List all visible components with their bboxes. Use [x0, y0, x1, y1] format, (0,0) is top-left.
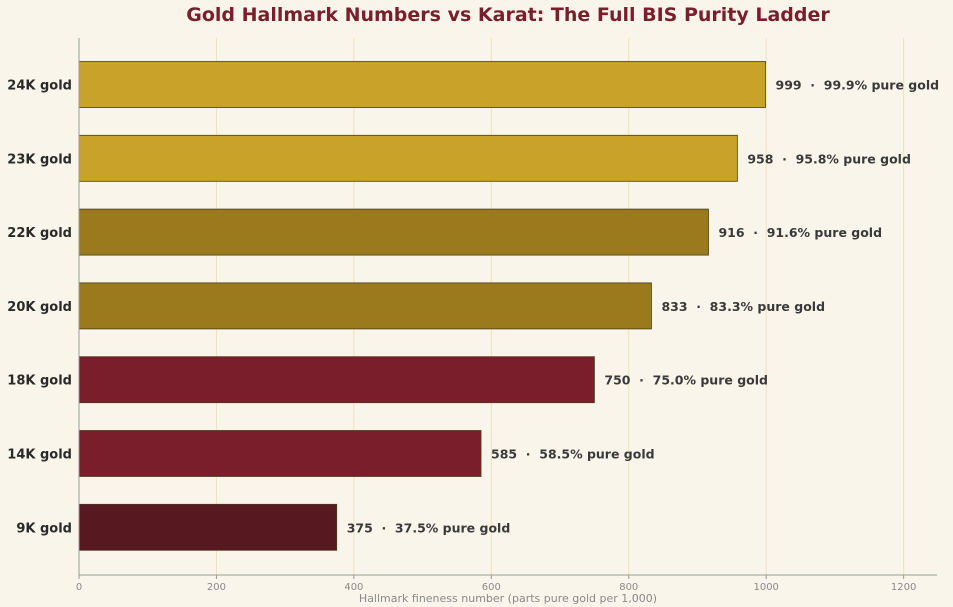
category-label: 18K gold	[7, 374, 72, 389]
labels: 24K gold 999 · 99.9% pure gold 23K gold 958…	[7, 78, 939, 537]
category-label: 24K gold	[7, 79, 72, 94]
x-tick-label: 800	[619, 582, 638, 593]
category-label: 22K gold	[7, 226, 72, 241]
value-label: 999 · 99.9% pure gold	[776, 78, 940, 93]
x-tick-label: 1200	[891, 582, 916, 593]
chart-title: Gold Hallmark Numbers vs Karat: The Full…	[186, 4, 830, 26]
category-label: 23K gold	[7, 152, 72, 167]
value-label: 585 · 58.5% pure gold	[491, 447, 655, 462]
bar	[78, 282, 652, 330]
bars	[78, 61, 766, 551]
value-label: 375 · 37.5% pure gold	[347, 520, 511, 535]
bar	[78, 430, 482, 477]
category-label: 9K gold	[16, 521, 72, 536]
x-axis-title: Hallmark fineness number (parts pure gol…	[359, 592, 657, 605]
category-label: 20K gold	[7, 300, 72, 315]
x-axis: 0 200 400 600 800 1000 1200	[76, 38, 937, 593]
bar	[78, 356, 595, 404]
value-label: 958 · 95.8% pure gold	[747, 151, 911, 166]
category-label: 14K gold	[7, 448, 72, 463]
bar	[78, 134, 738, 182]
x-tick-label: 200	[207, 582, 226, 593]
x-tick-label: 600	[482, 582, 501, 593]
bar	[78, 503, 338, 551]
bar	[78, 208, 709, 256]
value-label: 750 · 75.0% pure gold	[604, 373, 768, 388]
x-tick-label: 400	[344, 582, 363, 593]
value-label: 833 · 83.3% pure gold	[661, 299, 825, 314]
bar	[78, 61, 766, 108]
x-tick-label: 0	[76, 582, 82, 593]
value-label: 916 · 91.6% pure gold	[718, 225, 882, 240]
x-tick-label: 1000	[753, 582, 778, 593]
